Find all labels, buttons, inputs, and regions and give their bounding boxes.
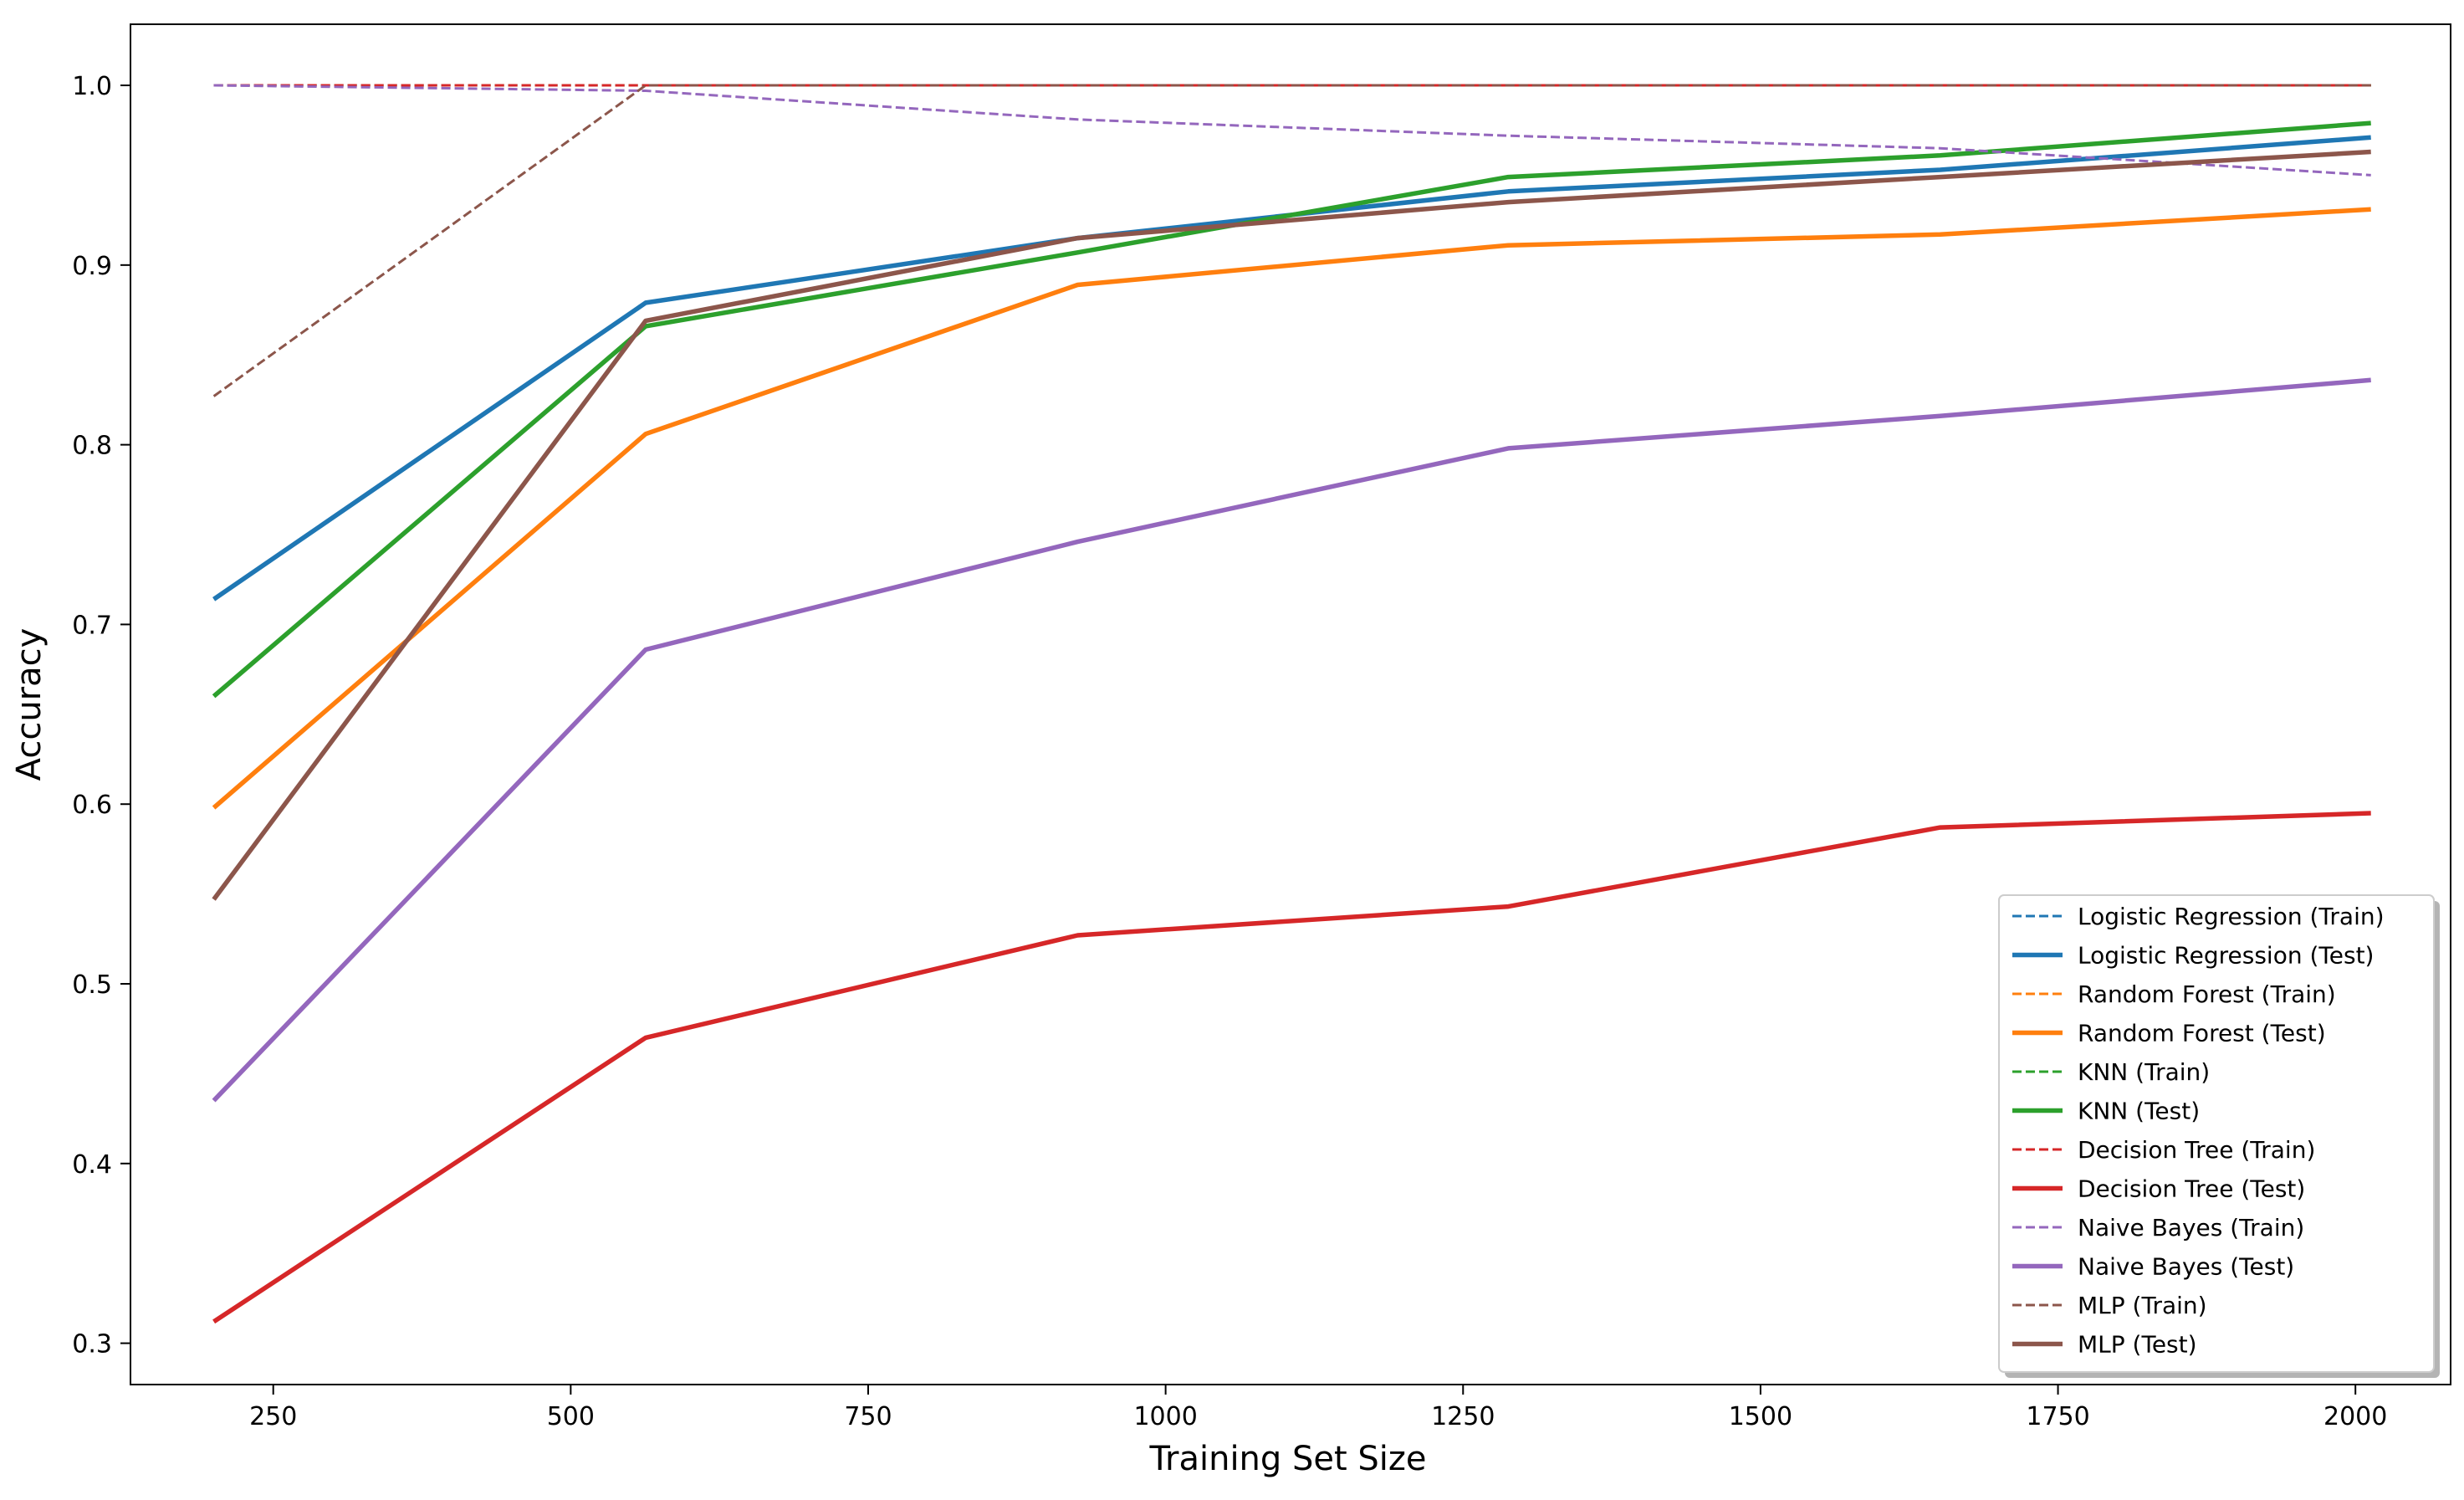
y-axis-ticks: 0.3 0.4 0.5 0.6 0.7 0.8 0.9 1.0 [72,72,130,1359]
legend-label-8: Naive Bayes (Train) [2078,1214,2304,1241]
x-tick-label-4: 1250 [1431,1402,1495,1431]
legend-label-3: Random Forest (Test) [2078,1020,2326,1047]
y-tick-label-7: 1.0 [72,72,112,101]
y-tick-label-3: 0.6 [72,791,112,820]
x-tick-label-3: 1000 [1133,1402,1197,1431]
series-line-9 [212,377,2371,1103]
y-tick-label-6: 0.9 [72,252,112,281]
plot-frame [130,23,2451,1385]
y-tick-label-2: 0.5 [72,970,112,1000]
x-axis-ticks: 250 500 750 1000 1250 1500 1750 2000 [249,1385,2387,1431]
legend-label-5: KNN (Test) [2078,1098,2200,1125]
y-axis-label: Accuracy [10,628,49,781]
legend: Logistic Regression (Train) Logistic Regr… [1998,894,2440,1378]
legend-label-7: Decision Tree (Test) [2078,1175,2305,1203]
series-line-3 [212,207,2371,810]
y-tick-label-1: 0.4 [72,1150,112,1180]
legend-label-6: Decision Tree (Train) [2078,1136,2315,1164]
x-tick-label-6: 1750 [2026,1402,2089,1431]
series-line-11 [212,149,2371,901]
x-tick-label-5: 1500 [1729,1402,1792,1431]
x-tick-label-7: 2000 [2323,1402,2387,1431]
y-tick-label-0: 0.3 [72,1330,112,1359]
legend-label-1: Logistic Regression (Test) [2078,942,2374,970]
series-line-8 [213,84,2371,177]
legend-box [1998,894,2435,1373]
legend-label-2: Random Forest (Train) [2078,980,2336,1008]
series-line-5 [212,120,2371,699]
legend-label-10: MLP (Train) [2078,1292,2207,1319]
legend-label-9: Naive Bayes (Test) [2078,1253,2294,1281]
legend-label-0: Logistic Regression (Train) [2078,903,2385,930]
x-tick-label-2: 750 [844,1402,892,1431]
series-layer [212,84,2371,1324]
y-tick-label-5: 0.8 [72,432,112,461]
series-line-10 [212,84,2371,397]
x-tick-label-1: 500 [547,1402,595,1431]
y-tick-label-4: 0.7 [72,611,112,640]
x-axis-label: Training Set Size [1148,1440,1426,1478]
series-line-7 [212,811,2371,1324]
legend-label-4: KNN (Train) [2078,1058,2210,1086]
x-tick-label-0: 250 [249,1402,297,1431]
legend-label-11: MLP (Test) [2078,1331,2197,1359]
